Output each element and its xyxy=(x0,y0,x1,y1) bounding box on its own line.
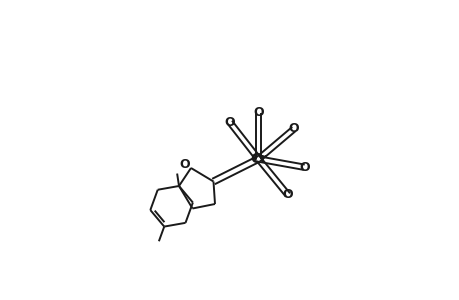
Text: O: O xyxy=(179,158,189,171)
Text: O: O xyxy=(282,188,293,202)
Text: O: O xyxy=(224,116,235,129)
Text: O: O xyxy=(252,106,263,119)
Text: O: O xyxy=(288,122,299,135)
Text: O: O xyxy=(298,161,309,174)
Text: Cr: Cr xyxy=(249,152,267,166)
